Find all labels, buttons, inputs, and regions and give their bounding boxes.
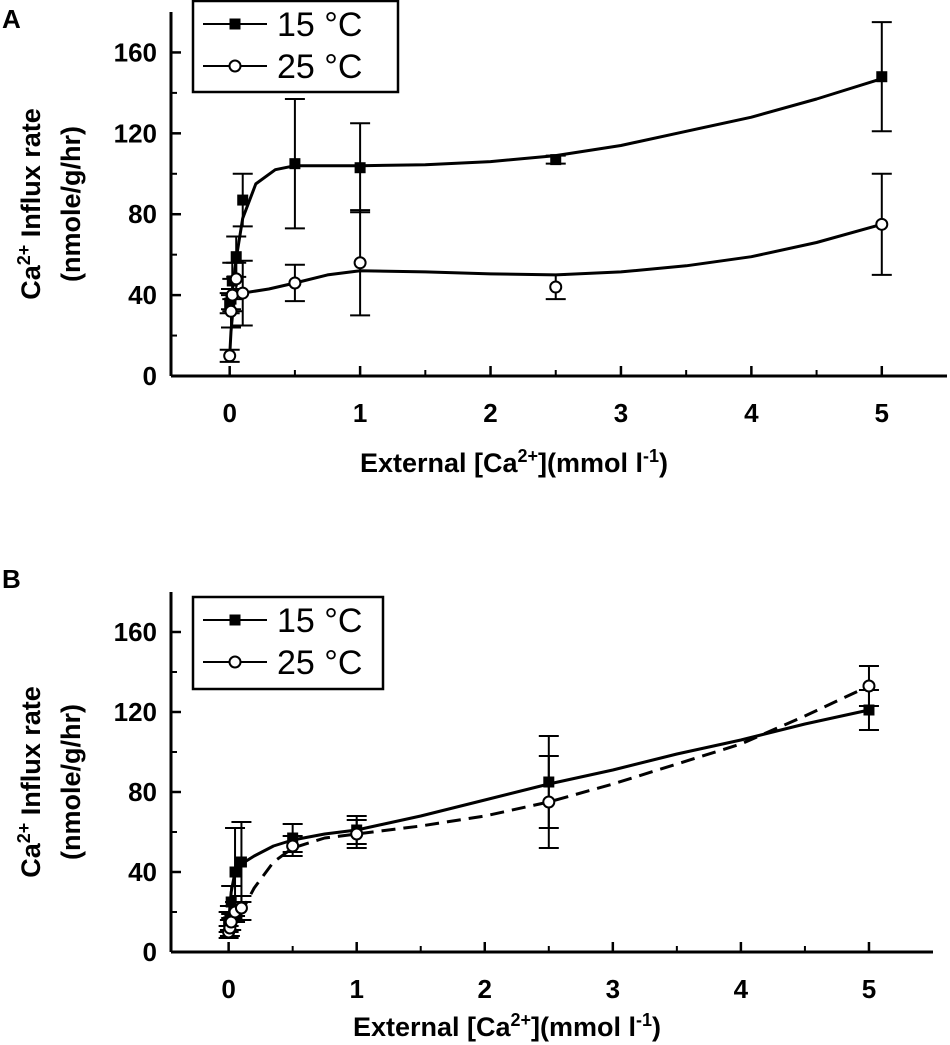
y-tick-label: 160 [114,617,157,647]
x-tick-label: 5 [862,974,876,1004]
series-curve [227,684,870,933]
y-tick-label: 0 [143,937,157,967]
x-tick-label: 1 [349,974,363,1004]
data-point [550,154,562,166]
y-tick-label: 160 [114,37,157,67]
label-part: 2+ [14,245,34,266]
label-part: Ca [16,264,46,299]
data-point [225,288,239,302]
series-25c [218,665,879,939]
y-tick-label: 0 [143,361,157,391]
legend-label: 25 °C [277,48,362,86]
data-point [235,856,247,868]
legend-marker [229,614,241,626]
data-point [234,901,248,915]
x-tick-label: 1 [353,398,367,428]
data-point [237,194,249,206]
x-tick-label: 3 [614,398,628,428]
x-tick-label: 4 [744,398,759,428]
x-tick-label: 3 [606,974,620,1004]
data-point [350,827,364,841]
y-tick-label: 120 [114,118,157,148]
label-part: -1 [643,446,659,466]
data-point [353,256,367,270]
x-tick-label: 0 [222,398,236,428]
legend-marker [228,59,242,73]
data-point [289,158,301,170]
x-tick-label: 2 [478,974,492,1004]
legend-label: 25 °C [277,644,362,682]
label-part: ) [659,448,668,478]
label-part: 2+ [511,1010,532,1030]
data-point [876,71,888,83]
data-point [286,839,300,853]
legend-label: 15 °C [277,6,362,44]
label-part: ](mmol l [531,1012,636,1042]
label-part: 2+ [14,823,34,844]
legend-marker [228,655,242,669]
x-axis-title: External [Ca2+](mmol l-1) [353,1010,661,1042]
series-25c [219,172,892,363]
data-point [549,280,563,294]
data-point [223,349,237,363]
x-tick-label: 4 [734,974,749,1004]
data-point [229,272,243,286]
legend-marker [229,18,241,30]
x-axis-title: External [Ca2+](mmol l-1) [360,446,668,478]
x-tick-label: 2 [483,398,497,428]
y-axis-title-line2: (nmole/g/hr) [56,126,86,282]
y-tick-label: 40 [128,280,157,310]
x-tick-label: 0 [221,974,235,1004]
legend: 15 °C 25 °C [191,0,400,94]
data-point [354,162,366,174]
y-axis-title-line1: Ca2+ Influx rate [14,686,46,878]
legend-box [191,595,385,691]
y-tick-label: 80 [128,777,157,807]
label-part: Influx rate [16,108,46,245]
y-axis-title-line1: Ca2+ Influx rate [14,108,46,300]
y-tick-label: 120 [114,697,157,727]
label-part: External [Ca [360,448,519,478]
data-point [875,217,889,231]
label-part: Ca [16,842,46,877]
legend-label: 15 °C [277,602,362,640]
data-point [224,304,238,318]
y-tick-label: 80 [128,199,157,229]
label-part: -1 [636,1010,652,1030]
panel-label: B [2,564,21,594]
label-part: ](mmol l [538,448,643,478]
label-part: External [Ca [353,1012,512,1042]
data-point [288,276,302,290]
label-part: 2+ [518,446,539,466]
data-point [236,286,250,300]
panel-label: A [2,4,21,34]
legend: 15 °C 25 °C [191,595,385,691]
data-point [862,679,876,693]
data-point [542,795,556,809]
label-part: ) [652,1012,661,1042]
y-axis-title-line2: (nmole/g/hr) [56,704,86,860]
data-point [229,866,241,878]
data-point [230,251,242,263]
series-curve [228,77,883,304]
y-tick-label: 40 [128,857,157,887]
data-point [863,704,875,716]
x-tick-label: 5 [875,398,889,428]
legend-box [191,0,400,94]
label-part: Influx rate [16,686,46,823]
